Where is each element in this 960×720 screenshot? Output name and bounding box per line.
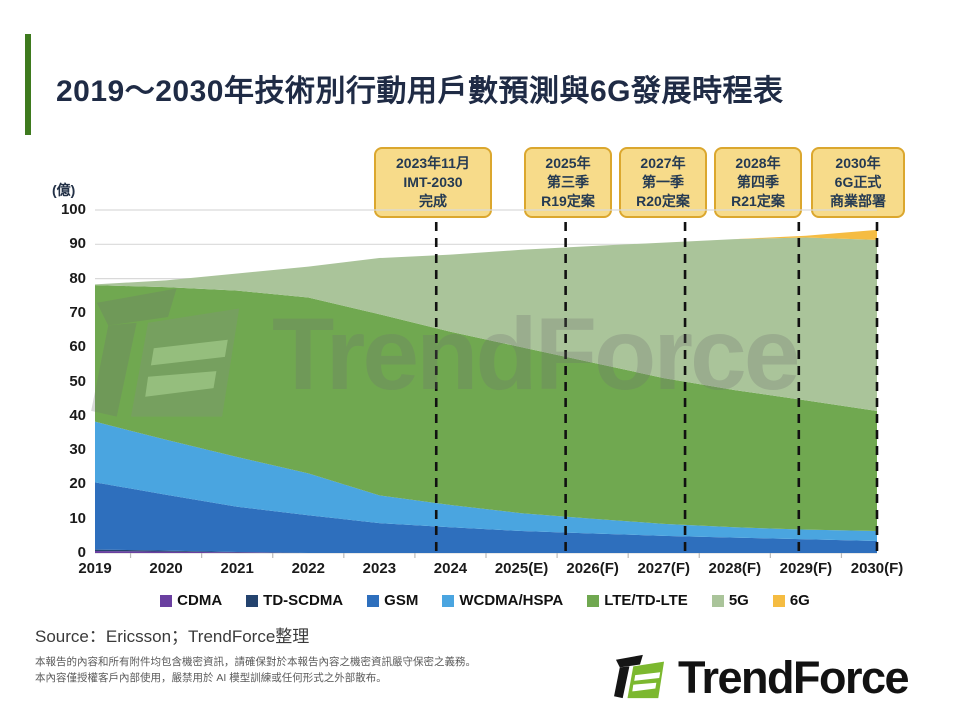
y-tick-label: 100 [60, 201, 86, 218]
confidentiality-line-2: 本內容僅授權客戶內部使用，嚴禁用於 AI 模型訓練或任何形式之外部散布。 [35, 672, 387, 684]
milestone-line: 商業部署 [830, 192, 886, 209]
x-tick-label: 2030(F) [850, 560, 904, 577]
y-tick-label: 0 [77, 544, 86, 561]
legend-swatch [772, 594, 785, 607]
legend-swatch [587, 594, 600, 607]
milestone-line: 完成 [419, 192, 447, 209]
x-tick-label: 2027(F) [637, 560, 690, 577]
x-tick-label: 2022 [291, 560, 325, 577]
page-title: 2019～2030年技術別行動用戶數預測與6G發展時程表 [56, 75, 784, 108]
legend-item: LTE/TD-LTE [587, 592, 688, 609]
stacked-area-chart [95, 209, 879, 558]
legend-label: WCDMA/HSPA [459, 592, 564, 609]
milestone-line: R21定案 [731, 192, 785, 209]
x-tick-label: 2026(F) [566, 560, 619, 577]
y-tick-label: 40 [69, 406, 86, 424]
trendforce-logo-icon [614, 654, 665, 699]
trendforce-logo: TrendForce [612, 651, 910, 703]
y-tick-label: 20 [69, 475, 86, 493]
milestone-box-r21: 2028年 第四季 R21定案 [714, 147, 802, 218]
source-line: Source：Ericsson；TrendForce整理 [35, 627, 310, 646]
y-tick-label: 70 [69, 303, 86, 321]
x-tick-label: 2024 [433, 560, 468, 577]
x-tick-label: 2020 [149, 560, 183, 577]
legend-label: 5G [728, 592, 749, 609]
milestone-box-r20: 2027年 第一季 R20定案 [619, 147, 707, 218]
milestone-line: 2027年 [640, 155, 686, 171]
legend-item: GSM [367, 592, 418, 609]
y-axis-unit-label: (億) [52, 182, 76, 198]
y-tick-label: 50 [69, 372, 86, 390]
chart-legend: CDMA TD-SCDMA GSM WCDMA/HSPA LTE/TD-LTE 5G 6G [80, 592, 890, 609]
y-tick-label: 30 [69, 441, 86, 459]
x-tick-label: 2021 [220, 560, 254, 577]
legend-label: TD-SCDMA [263, 592, 344, 609]
milestone-line: R19定案 [541, 192, 595, 209]
x-tick-label: 2019 [78, 560, 112, 577]
milestone-line: 2030年 [835, 155, 881, 171]
x-tick-label: 2025(E) [494, 560, 549, 577]
milestone-line: 2025年 [545, 155, 591, 171]
legend-label: LTE/TD-LTE [604, 592, 688, 609]
legend-item: WCDMA/HSPA [442, 592, 563, 609]
legend-swatch [160, 594, 173, 607]
milestone-line: 第一季 [642, 173, 684, 190]
milestone-box-6g-launch: 2030年 6G正式 商業部署 [811, 147, 905, 218]
x-tick-label: 2023 [362, 560, 397, 577]
legend-label: 6G [789, 592, 810, 609]
milestone-line: 2023年11月 [396, 155, 470, 171]
legend-item: 6G [772, 592, 810, 609]
milestone-box-imt2030: 2023年11月 IMT-2030 完成 [374, 147, 492, 218]
y-tick-label: 80 [69, 269, 86, 287]
milestone-line: 第四季 [737, 173, 779, 190]
x-tick-label: 2029(F) [779, 560, 833, 577]
legend-swatch [442, 594, 455, 607]
legend-item: 5G [711, 592, 749, 609]
confidentiality-line-1: 本報告的內容和所有附件均包含機密資訊，請確保對於本報告內容之機密資訊嚴守保密之義… [35, 656, 476, 668]
y-tick-label: 10 [69, 509, 86, 527]
legend-swatch [711, 594, 724, 607]
legend-swatch [246, 594, 259, 607]
milestone-line: 第三季 [547, 173, 589, 190]
milestone-line: IMT-2030 [403, 173, 463, 190]
y-tick-label: 90 [69, 235, 86, 253]
chart-canvas [95, 209, 879, 558]
legend-label: CDMA [177, 592, 223, 609]
logo-text: TrendForce [678, 651, 910, 703]
legend-item: CDMA [160, 592, 222, 609]
x-tick-label: 2028(F) [708, 560, 762, 577]
confidentiality-note: 本報告的內容和所有附件均包含機密資訊，請確保對於本報告內容之機密資訊嚴守保密之義… [35, 654, 476, 686]
title-accent-bar [25, 34, 31, 135]
legend-swatch [367, 594, 380, 607]
milestone-line: 6G正式 [834, 173, 882, 190]
legend-label: GSM [384, 592, 419, 609]
milestone-box-r19: 2025年 第三季 R19定案 [524, 147, 612, 218]
milestone-line: R20定案 [636, 192, 690, 209]
y-tick-label: 60 [69, 338, 86, 356]
milestone-line: 2028年 [735, 155, 781, 171]
legend-item: TD-SCDMA [246, 592, 343, 609]
